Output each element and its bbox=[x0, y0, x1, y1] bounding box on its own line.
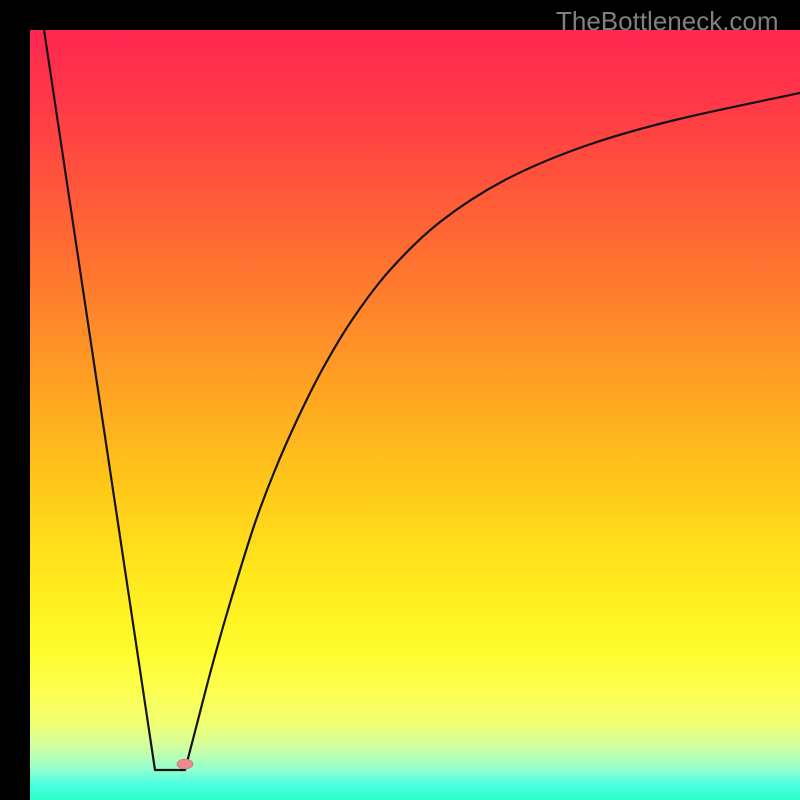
bottleneck-chart: TheBottleneck.com bbox=[0, 0, 800, 800]
watermark-text: TheBottleneck.com bbox=[556, 6, 779, 36]
gradient-background bbox=[30, 30, 800, 800]
optimum-marker bbox=[177, 759, 193, 769]
chart-container: TheBottleneck.com bbox=[0, 0, 800, 800]
